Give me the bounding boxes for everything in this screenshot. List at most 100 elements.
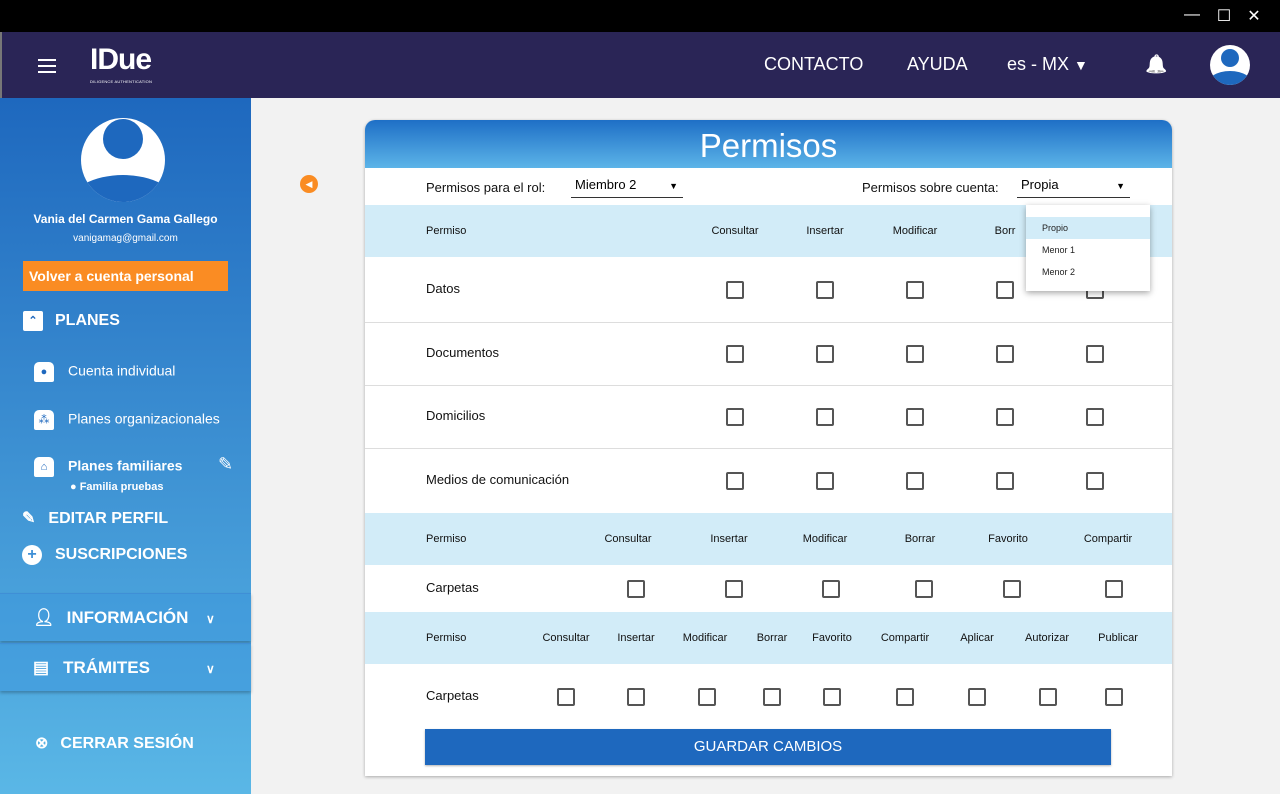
column-header: Favorito <box>812 632 852 644</box>
person-icon: ● <box>34 362 54 382</box>
save-changes-button[interactable]: GUARDAR CAMBIOS <box>425 729 1111 765</box>
chevron-down-icon: ∨ <box>206 662 215 676</box>
column-header: Insertar <box>806 225 844 237</box>
column-header: Consultar <box>604 533 652 545</box>
language-select[interactable]: es - MX ▼ <box>1007 54 1088 75</box>
column-header: Insertar <box>710 533 748 545</box>
close-button[interactable]: ✕ <box>1247 8 1261 25</box>
dropdown-option[interactable]: Propio <box>1026 217 1150 239</box>
sidebar-item-plans[interactable]: ⌃ PLANES <box>23 311 120 331</box>
permission-checkbox[interactable] <box>763 687 781 706</box>
account-select[interactable]: Propia ▼ <box>1017 177 1130 198</box>
nav-contact[interactable]: CONTACTO <box>764 54 864 74</box>
maximize-button[interactable]: ☐ <box>1216 8 1232 25</box>
permission-checkbox[interactable] <box>726 407 744 426</box>
permission-checkbox[interactable] <box>1039 687 1057 706</box>
bell-icon[interactable]: 🔔 <box>1145 54 1168 74</box>
row-label: Documentos <box>426 344 499 360</box>
back-to-personal-button[interactable]: Volver a cuenta personal <box>23 261 228 291</box>
permission-checkbox[interactable] <box>1086 344 1104 363</box>
permission-checkbox[interactable] <box>968 687 986 706</box>
permission-checkbox[interactable] <box>816 344 834 363</box>
column-header: Favorito <box>988 533 1028 545</box>
pencil-icon[interactable]: ✎ <box>218 454 234 474</box>
account-dropdown-menu: Propio Menor 1 Menor 2 <box>1026 205 1150 291</box>
column-header: Insertar <box>617 632 655 644</box>
permission-checkbox[interactable] <box>816 281 834 299</box>
column-header: Borrar <box>756 632 788 644</box>
permission-checkbox[interactable] <box>822 579 840 598</box>
permission-checkbox[interactable] <box>627 687 645 706</box>
sidebar-section-information[interactable]: 👤︎ INFORMACIÓN ∨ <box>0 593 251 641</box>
row-divider <box>365 448 1172 449</box>
sidebar-item-subscriptions[interactable]: + SUSCRIPCIONES <box>22 545 187 565</box>
permission-checkbox[interactable] <box>996 471 1014 490</box>
column-header: Compartir <box>1083 533 1133 545</box>
permission-checkbox[interactable] <box>725 579 743 598</box>
permission-checkbox[interactable] <box>996 281 1014 299</box>
document-icon: ▤ <box>33 658 50 677</box>
sidebar-section-procedures[interactable]: ▤ TRÁMITES ∨ <box>0 643 251 691</box>
logo[interactable]: IDue <box>90 43 152 76</box>
row-label: Medios de comunicación <box>426 471 570 487</box>
family-icon: ⌂ <box>34 457 54 477</box>
permission-checkbox[interactable] <box>896 687 914 706</box>
sidebar-item-family[interactable]: ⌂ Planes familiares <box>34 457 182 477</box>
permission-checkbox[interactable] <box>823 687 841 706</box>
permission-checkbox[interactable] <box>557 687 575 706</box>
account-value: Propia <box>1021 177 1059 192</box>
permission-checkbox[interactable] <box>816 407 834 426</box>
role-select[interactable]: Miembro 2 ▼ <box>571 177 683 198</box>
role-label: Permisos para el rol: <box>426 180 546 195</box>
sidebar-item-organizational[interactable]: ⁂ Planes organizacionales <box>34 410 220 430</box>
minimize-button[interactable]: — <box>1184 6 1200 23</box>
language-value: es - MX <box>1007 54 1070 74</box>
permission-checkbox[interactable] <box>627 579 645 598</box>
column-header: Consultar <box>542 632 590 644</box>
permission-checkbox[interactable] <box>906 407 924 426</box>
permission-checkbox[interactable] <box>698 687 716 706</box>
caret-down-icon: ▼ <box>1116 181 1125 191</box>
row-label: Domicilios <box>426 407 486 423</box>
permission-checkbox[interactable] <box>906 471 924 490</box>
group-icon: ⁂ <box>34 410 54 430</box>
window-titlebar: — ☐ ✕ <box>0 0 1280 32</box>
permission-checkbox[interactable] <box>1086 471 1104 490</box>
column-header: Borrar <box>904 533 936 545</box>
column-header: Modificar <box>892 225 938 237</box>
permission-checkbox[interactable] <box>996 344 1014 363</box>
sidebar-item-edit-profile[interactable]: ✎ EDITAR PERFIL <box>22 508 168 528</box>
permission-checkbox[interactable] <box>906 344 924 363</box>
top-header: IDue DILIGENCE AUTHENTICATION CONTACTO A… <box>0 32 1280 98</box>
dropdown-option[interactable]: Menor 2 <box>1042 267 1076 277</box>
permission-checkbox[interactable] <box>1086 407 1104 426</box>
permission-checkbox[interactable] <box>1105 579 1123 598</box>
nav-help[interactable]: AYUDA <box>907 54 968 74</box>
permission-checkbox[interactable] <box>1003 579 1021 598</box>
permission-checkbox[interactable] <box>906 281 924 299</box>
permission-checkbox[interactable] <box>816 471 834 490</box>
caret-down-icon: ▼ <box>1074 57 1088 73</box>
dropdown-option[interactable]: Menor 1 <box>1042 245 1076 255</box>
hamburger-menu-icon[interactable] <box>38 59 56 73</box>
row-label: Carpetas <box>426 579 479 595</box>
family-item[interactable]: ● Familia pruebas <box>70 481 164 493</box>
sidebar-item-individual[interactable]: ● Cuenta individual <box>34 362 175 382</box>
procedures-label: TRÁMITES <box>63 658 150 677</box>
collapse-sidebar-button[interactable]: ◀ <box>300 175 318 193</box>
chevron-down-icon: ∨ <box>206 612 215 626</box>
pencil-icon: ✎ <box>22 510 36 527</box>
user-avatar[interactable] <box>1210 45 1250 85</box>
column-header: Borr <box>994 225 1016 237</box>
column-header: Permiso <box>426 632 467 644</box>
column-header: Consultar <box>711 225 759 237</box>
permission-checkbox[interactable] <box>726 281 744 299</box>
plus-circle-icon: + <box>22 545 42 565</box>
permission-checkbox[interactable] <box>726 344 744 363</box>
permission-checkbox[interactable] <box>996 407 1014 426</box>
profile-avatar <box>81 118 165 202</box>
logout-button[interactable]: ⊗ CERRAR SESIÓN <box>35 733 194 753</box>
permission-checkbox[interactable] <box>1105 687 1123 706</box>
permission-checkbox[interactable] <box>915 579 933 598</box>
permission-checkbox[interactable] <box>726 471 744 490</box>
